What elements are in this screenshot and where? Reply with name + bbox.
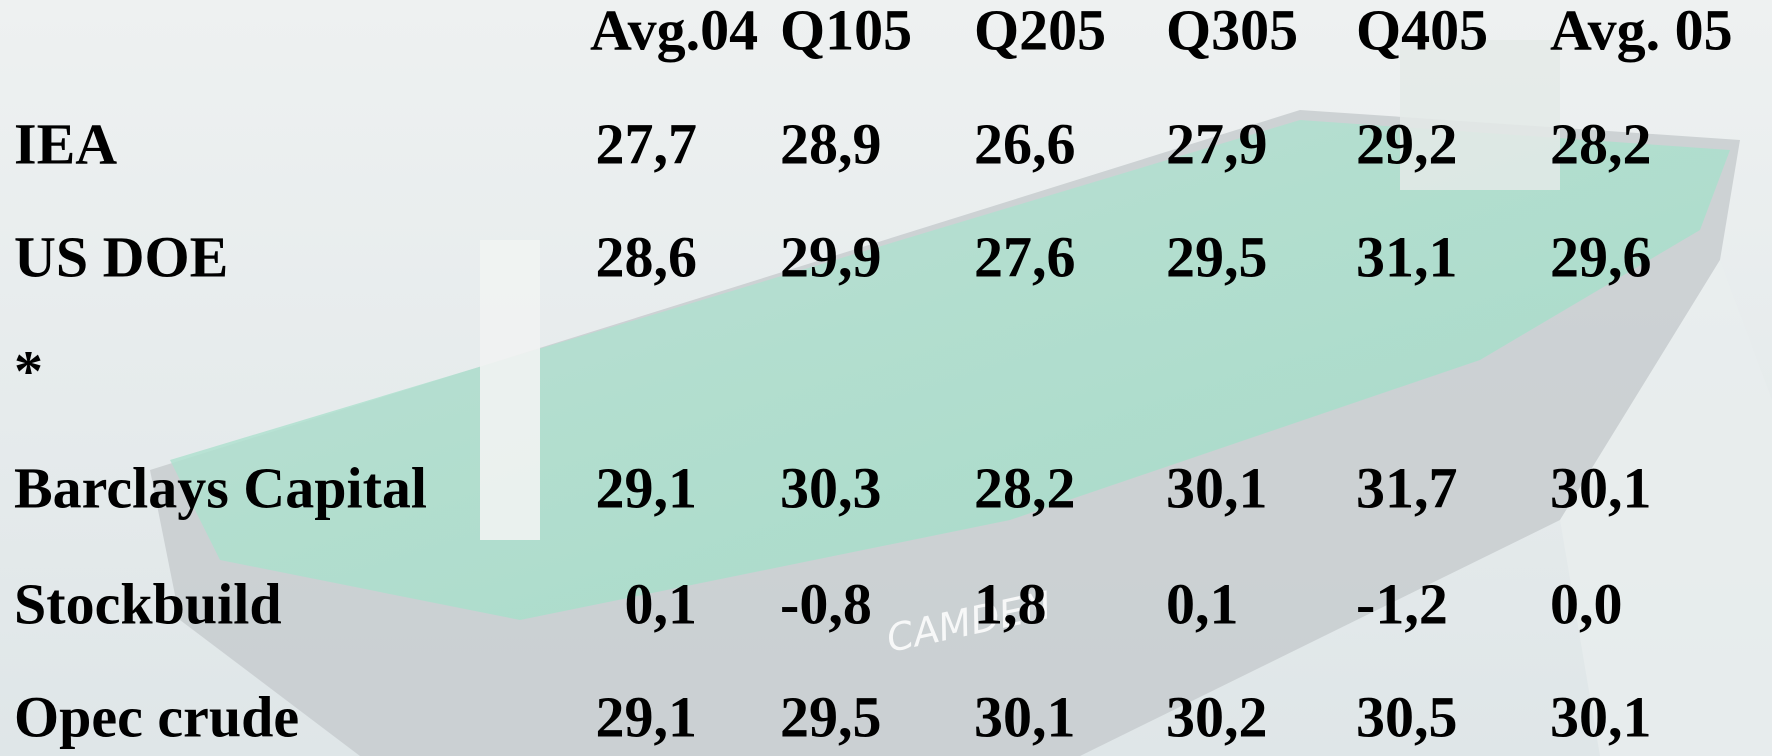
cell-value: 28,2 (1550, 111, 1652, 176)
cell-value: 28,2 (974, 455, 1076, 520)
row-label: Opec crude (14, 684, 299, 749)
cell-value: 29,1 (596, 455, 698, 520)
cell-value: 26,6 (974, 111, 1076, 176)
row-label: Stockbuild (14, 571, 282, 636)
table: Avg.04 Q105 Q205 Q305 Q405 Avg. 05 IEA 27,7 28,9… (14, 0, 1733, 749)
column-header: Q105 (780, 0, 912, 62)
cell-value: 0,0 (1550, 571, 1623, 636)
row-label: * (14, 338, 43, 403)
cell-value: 0,1 (625, 571, 698, 636)
cell-value: 29,5 (780, 684, 882, 749)
cell-value: 30,1 (1166, 455, 1268, 520)
cell-value: 30,2 (1166, 684, 1268, 749)
cell-value: 29,5 (1166, 224, 1268, 289)
column-header: Avg. 05 (1550, 0, 1733, 62)
column-header: Avg.04 (590, 0, 758, 62)
cell-value: 30,1 (974, 684, 1076, 749)
row-label: US DOE (14, 224, 228, 289)
column-header: Q205 (974, 0, 1106, 62)
cell-value: 30,5 (1356, 684, 1458, 749)
cell-value: 27,6 (974, 224, 1076, 289)
cell-value: 29,9 (780, 224, 882, 289)
cell-value: 28,9 (780, 111, 882, 176)
cell-value: 0,1 (1166, 571, 1239, 636)
cell-value: 1,8 (974, 571, 1047, 636)
cell-value: 30,1 (1550, 684, 1652, 749)
cell-value: 30,3 (780, 455, 882, 520)
cell-value: 28,6 (596, 224, 698, 289)
cell-value: 31,1 (1356, 224, 1458, 289)
row-label: IEA (14, 111, 117, 176)
cell-value: -1,2 (1356, 571, 1448, 636)
column-header: Q305 (1166, 0, 1298, 62)
cell-value: 29,1 (596, 684, 698, 749)
column-header: Q405 (1356, 0, 1488, 62)
cell-value: 30,1 (1550, 455, 1652, 520)
cell-value: 29,6 (1550, 224, 1652, 289)
cell-value: 31,7 (1356, 455, 1458, 520)
cell-value: -0,8 (780, 571, 872, 636)
cell-value: 27,7 (596, 111, 698, 176)
cell-value: 29,2 (1356, 111, 1458, 176)
row-label: Barclays Capital (14, 455, 427, 520)
cell-value: 27,9 (1166, 111, 1268, 176)
